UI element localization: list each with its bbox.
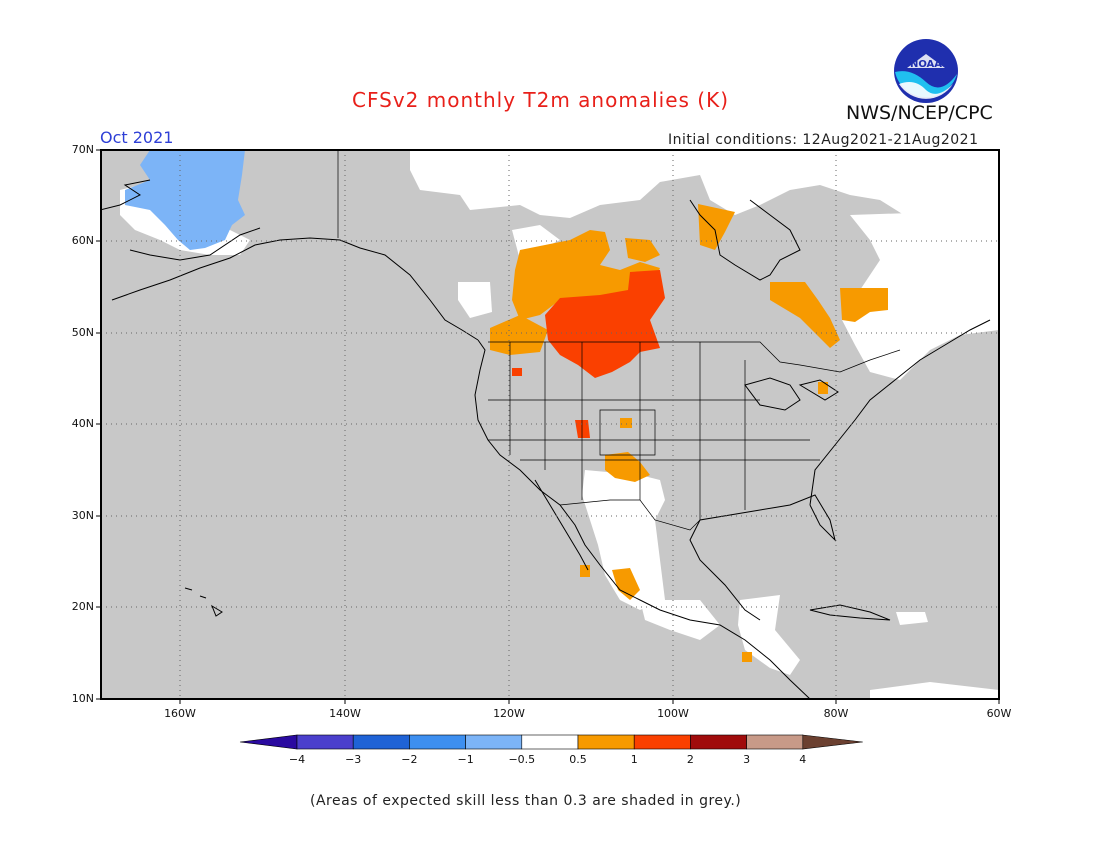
colorbar-segment: [465, 734, 523, 750]
lat-label-60n: 60N: [71, 234, 94, 247]
colorbar-segment: [296, 734, 354, 750]
colorbar-tick-label: −3: [345, 753, 362, 766]
noaa-logo-icon: NOAA: [894, 39, 958, 103]
lon-label-80w: 80W: [823, 707, 849, 720]
lon-label-160w: 160W: [164, 707, 196, 720]
colorbar-tick-label: −1: [457, 753, 474, 766]
coastlines: [101, 179, 991, 699]
initial-conditions: Initial conditions: 12Aug2021-21Aug2021: [668, 132, 979, 148]
svg-text:NOAA: NOAA: [910, 59, 942, 70]
colorbar-tick-label: −2: [401, 753, 418, 766]
lat-label-40n: 40N: [71, 417, 94, 430]
colorbar-arrow-low: [239, 734, 298, 750]
axis-ticks: [96, 149, 1000, 704]
lat-label-30n: 30N: [71, 509, 94, 522]
colorbar-tick-label: 4: [799, 753, 807, 766]
colorbar-segment: [690, 734, 747, 750]
colorbar-segment: [746, 734, 804, 750]
skill-footnote: (Areas of expected skill less than 0.3 a…: [310, 793, 742, 809]
agency-label: NWS/NCEP/CPC: [846, 102, 993, 124]
colorbar-tick-label: 2: [686, 753, 694, 766]
lon-label-60w: 60W: [986, 707, 1012, 720]
cold-anomaly-alaska: [125, 150, 245, 250]
colorbar-tick-label: −0.5: [508, 753, 536, 766]
warm-anomaly-1-to-2: [512, 270, 665, 438]
colorbar-tick-label: −4: [288, 753, 306, 766]
lat-label-50n: 50N: [71, 326, 94, 339]
lat-label-70n: 70N: [71, 143, 94, 156]
forecast-period: Oct 2021: [100, 128, 174, 147]
lat-label-10n: 10N: [71, 692, 94, 705]
colorbar-tick-label: 3: [743, 753, 751, 766]
warm-anomaly-0-5-to-1: [490, 204, 888, 662]
colorbar-segment: [409, 734, 466, 750]
colorbar-arrow-high: [802, 734, 863, 750]
map-title: CFSv2 monthly T2m anomalies (K): [352, 88, 729, 112]
colorbar-segment: [633, 734, 691, 750]
colorbar-tick-label: 0.5: [569, 753, 587, 766]
lon-label-140w: 140W: [329, 707, 361, 720]
colorbar-segment: [577, 734, 635, 750]
lat-label-20n: 20N: [71, 600, 94, 613]
colorbar-tick-label: 1: [630, 753, 638, 766]
colorbar-segment: [352, 734, 410, 750]
lon-label-120w: 120W: [493, 707, 525, 720]
colorbar-segment: [521, 734, 579, 750]
lon-label-100w: 100W: [657, 707, 689, 720]
political-boundaries: [337, 150, 901, 531]
